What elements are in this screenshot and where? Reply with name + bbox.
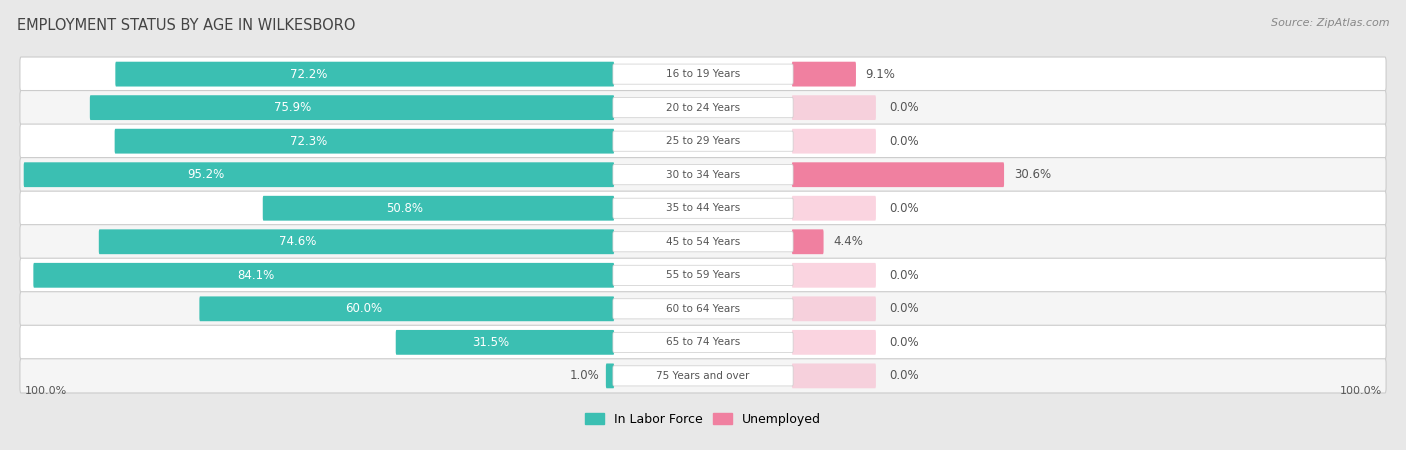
- FancyBboxPatch shape: [90, 95, 614, 120]
- Text: 0.0%: 0.0%: [889, 302, 918, 315]
- Text: 20 to 24 Years: 20 to 24 Years: [666, 103, 740, 112]
- Text: 55 to 59 Years: 55 to 59 Years: [666, 270, 740, 280]
- FancyBboxPatch shape: [263, 196, 614, 220]
- FancyBboxPatch shape: [34, 263, 614, 288]
- Text: 74.6%: 74.6%: [280, 235, 316, 248]
- FancyBboxPatch shape: [613, 198, 793, 218]
- FancyBboxPatch shape: [792, 162, 1004, 187]
- FancyBboxPatch shape: [613, 265, 793, 285]
- FancyBboxPatch shape: [792, 263, 876, 288]
- Text: 50.8%: 50.8%: [387, 202, 423, 215]
- FancyBboxPatch shape: [613, 299, 793, 319]
- Text: 72.2%: 72.2%: [290, 68, 328, 81]
- Text: 75 Years and over: 75 Years and over: [657, 371, 749, 381]
- Text: 1.0%: 1.0%: [569, 369, 599, 382]
- Text: 30 to 34 Years: 30 to 34 Years: [666, 170, 740, 180]
- FancyBboxPatch shape: [115, 62, 614, 86]
- Text: 95.2%: 95.2%: [187, 168, 225, 181]
- FancyBboxPatch shape: [20, 57, 1386, 91]
- Text: 16 to 19 Years: 16 to 19 Years: [666, 69, 740, 79]
- FancyBboxPatch shape: [200, 297, 614, 321]
- Text: 75.9%: 75.9%: [274, 101, 311, 114]
- Text: 0.0%: 0.0%: [889, 269, 918, 282]
- FancyBboxPatch shape: [792, 297, 876, 321]
- FancyBboxPatch shape: [792, 62, 856, 86]
- FancyBboxPatch shape: [20, 359, 1386, 393]
- FancyBboxPatch shape: [20, 90, 1386, 125]
- Text: 31.5%: 31.5%: [472, 336, 509, 349]
- FancyBboxPatch shape: [613, 98, 793, 118]
- FancyBboxPatch shape: [20, 124, 1386, 158]
- FancyBboxPatch shape: [792, 129, 876, 153]
- Legend: In Labor Force, Unemployed: In Labor Force, Unemployed: [581, 408, 825, 431]
- FancyBboxPatch shape: [24, 162, 614, 187]
- Text: 45 to 54 Years: 45 to 54 Years: [666, 237, 740, 247]
- FancyBboxPatch shape: [613, 366, 793, 386]
- Text: 25 to 29 Years: 25 to 29 Years: [666, 136, 740, 146]
- FancyBboxPatch shape: [792, 196, 876, 220]
- FancyBboxPatch shape: [395, 330, 614, 355]
- FancyBboxPatch shape: [792, 364, 876, 388]
- FancyBboxPatch shape: [613, 332, 793, 352]
- Text: EMPLOYMENT STATUS BY AGE IN WILKESBORO: EMPLOYMENT STATUS BY AGE IN WILKESBORO: [17, 18, 356, 33]
- Text: 84.1%: 84.1%: [236, 269, 274, 282]
- FancyBboxPatch shape: [613, 131, 793, 151]
- Text: 60 to 64 Years: 60 to 64 Years: [666, 304, 740, 314]
- Text: Source: ZipAtlas.com: Source: ZipAtlas.com: [1271, 18, 1389, 28]
- FancyBboxPatch shape: [792, 230, 824, 254]
- Text: 35 to 44 Years: 35 to 44 Years: [666, 203, 740, 213]
- Text: 65 to 74 Years: 65 to 74 Years: [666, 338, 740, 347]
- Text: 0.0%: 0.0%: [889, 336, 918, 349]
- FancyBboxPatch shape: [20, 258, 1386, 292]
- FancyBboxPatch shape: [20, 325, 1386, 360]
- Text: 30.6%: 30.6%: [1014, 168, 1050, 181]
- FancyBboxPatch shape: [613, 232, 793, 252]
- FancyBboxPatch shape: [20, 225, 1386, 259]
- FancyBboxPatch shape: [20, 292, 1386, 326]
- FancyBboxPatch shape: [613, 64, 793, 84]
- Text: 0.0%: 0.0%: [889, 369, 918, 382]
- Text: 0.0%: 0.0%: [889, 202, 918, 215]
- Text: 9.1%: 9.1%: [866, 68, 896, 81]
- Text: 72.3%: 72.3%: [290, 135, 328, 148]
- FancyBboxPatch shape: [20, 158, 1386, 192]
- Text: 0.0%: 0.0%: [889, 135, 918, 148]
- FancyBboxPatch shape: [98, 230, 614, 254]
- Text: 60.0%: 60.0%: [344, 302, 382, 315]
- FancyBboxPatch shape: [792, 330, 876, 355]
- FancyBboxPatch shape: [115, 129, 614, 153]
- Text: 100.0%: 100.0%: [1340, 386, 1382, 396]
- FancyBboxPatch shape: [20, 191, 1386, 225]
- FancyBboxPatch shape: [606, 364, 614, 388]
- FancyBboxPatch shape: [792, 95, 876, 120]
- Text: 100.0%: 100.0%: [24, 386, 66, 396]
- Text: 0.0%: 0.0%: [889, 101, 918, 114]
- FancyBboxPatch shape: [613, 165, 793, 185]
- Text: 4.4%: 4.4%: [834, 235, 863, 248]
